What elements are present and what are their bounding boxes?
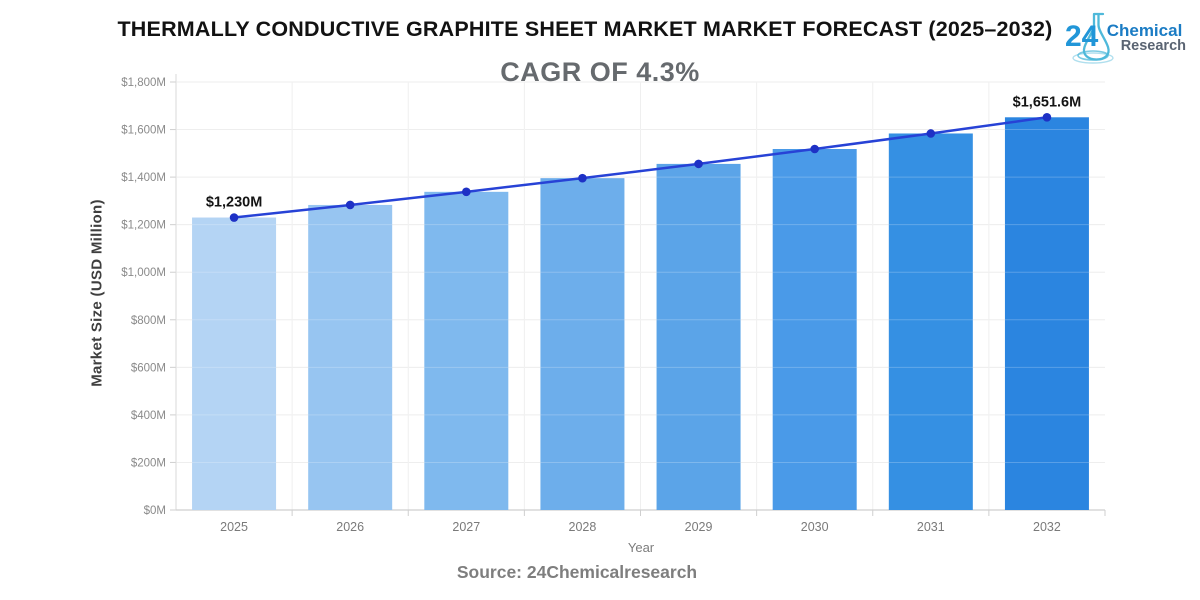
trend-point-2028 (578, 173, 587, 183)
bar-2028 (540, 178, 625, 510)
x-tick-label: 2031 (917, 520, 945, 534)
trend-line (233, 116, 1048, 219)
y-tick-label: $800M (131, 315, 166, 327)
bar-2025 (192, 217, 277, 511)
y-tick-label: $1,800M (121, 77, 166, 89)
trend-point-2031 (926, 129, 936, 138)
x-tick-label: 2030 (801, 520, 829, 534)
logo-text: Chemical Research (1107, 22, 1186, 54)
bar-2031 (888, 133, 973, 510)
y-tick-label: $1,000M (121, 267, 166, 279)
x-tick-label: 2027 (452, 520, 480, 534)
bar-2032 (1004, 117, 1089, 510)
y-tick-label: $0M (144, 505, 166, 517)
logo-number: 24 (1065, 20, 1099, 53)
y-tick-label: $400M (131, 410, 166, 422)
x-tick-label: 2029 (685, 520, 713, 534)
trend-point-2032 (1042, 112, 1052, 122)
trend-point-2029 (694, 159, 703, 169)
logo-line-chemical: Chemical (1106, 20, 1183, 40)
data-label-2025: $1,230M (206, 195, 262, 211)
page-title: THERMALLY CONDUCTIVE GRAPHITE SHEET MARK… (117, 17, 1053, 41)
trend-point-2026 (345, 200, 355, 210)
y-tick-label: $600M (131, 362, 166, 374)
y-tick-label: $1,200M (121, 220, 166, 232)
trend-point-2030 (810, 144, 819, 154)
trend-point-2025 (229, 213, 239, 222)
bar-2026 (308, 204, 393, 510)
data-label-2032: $1,651.6M (1013, 94, 1082, 110)
source-caption: Source: 24Chemicalresearch (456, 562, 698, 582)
trend-point-2027 (462, 187, 471, 197)
flask-icon: 24 (1065, 12, 1114, 64)
x-tick-label: 2028 (569, 520, 597, 534)
x-tick-label: 2032 (1033, 520, 1061, 534)
logo-line-research: Research (1120, 38, 1186, 55)
y-tick-label: $1,600M (121, 125, 166, 137)
x-tick-label: 2025 (220, 520, 248, 534)
x-tick-label: 2026 (336, 520, 364, 534)
bar-2030 (772, 149, 857, 510)
bar-2027 (424, 191, 509, 510)
bar-2029 (656, 163, 741, 510)
y-tick-label: $200M (131, 457, 166, 469)
brand-logo: 24 Chemical Research (1063, 10, 1186, 64)
x-axis-title: Year (627, 540, 655, 555)
y-tick-label: $1,400M (121, 172, 166, 184)
